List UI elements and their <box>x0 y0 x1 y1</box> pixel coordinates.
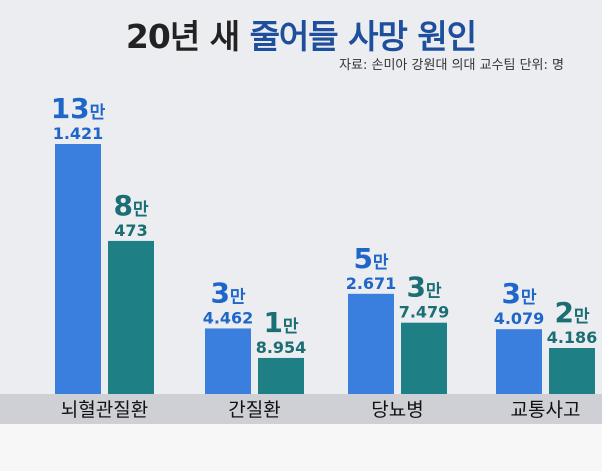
data-label-small: 4.186 <box>547 328 598 347</box>
category-label: 뇌혈관질환 <box>61 399 148 421</box>
bar <box>55 144 101 394</box>
bar <box>108 240 154 394</box>
bar <box>258 357 304 394</box>
bar <box>401 322 447 394</box>
data-label-large: 5만 <box>353 242 388 275</box>
data-label-large: 2만 <box>554 296 589 329</box>
title-part-1: 20년 새 <box>125 17 240 56</box>
data-label-small: 473 <box>114 221 147 240</box>
category-label: 간질환 <box>228 399 280 421</box>
category-label: 당뇨병 <box>371 399 423 421</box>
chart-title: 20년 새 줄어들 사망 원인 <box>0 10 602 58</box>
data-label-large: 13만 <box>51 92 106 125</box>
data-label-large: 8만 <box>113 189 148 222</box>
data-label-small: 2.671 <box>346 274 397 293</box>
data-label-large: 3만 <box>406 271 441 304</box>
bottom-band <box>0 424 602 471</box>
data-label-large: 3만 <box>501 277 536 310</box>
category-label: 교통사고 <box>511 399 581 421</box>
category-band <box>0 394 602 424</box>
data-label-large: 1만 <box>263 306 298 339</box>
data-label-large: 3만 <box>210 276 245 309</box>
bar <box>348 293 394 394</box>
data-label-small: 4.462 <box>203 308 254 327</box>
bar <box>549 347 595 394</box>
title-part-2: 줄어들 사망 원인 <box>249 17 477 56</box>
data-label-small: 1.421 <box>53 124 104 143</box>
bar <box>205 328 251 394</box>
data-label-small: 7.479 <box>399 303 450 322</box>
bar <box>496 329 542 394</box>
source-note: 자료: 손미아 강원대 의대 교수팀 단위: 명 <box>339 58 564 73</box>
data-label-small: 4.079 <box>494 309 545 328</box>
data-label-small: 8.954 <box>256 338 307 357</box>
